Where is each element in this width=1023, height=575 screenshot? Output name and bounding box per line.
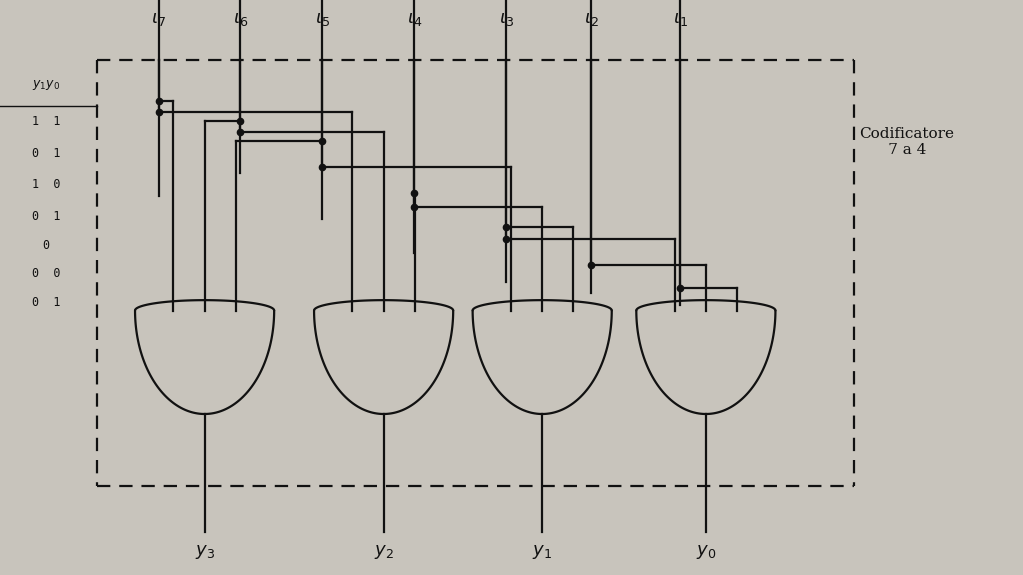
Text: 0  0: 0 0 xyxy=(32,267,60,281)
Text: $y_1 y_0$: $y_1 y_0$ xyxy=(32,78,60,91)
Text: $\iota_6$: $\iota_6$ xyxy=(233,10,248,28)
Text: $\iota_7$: $\iota_7$ xyxy=(151,10,166,28)
Text: $\iota_3$: $\iota_3$ xyxy=(499,10,514,28)
Text: 0: 0 xyxy=(43,239,49,252)
Text: 1  0: 1 0 xyxy=(32,178,60,191)
Text: 1  1: 1 1 xyxy=(32,115,60,128)
Text: $\iota_2$: $\iota_2$ xyxy=(584,10,598,28)
Text: 0  1: 0 1 xyxy=(32,296,60,309)
Text: $\iota_5$: $\iota_5$ xyxy=(315,10,329,28)
Text: $\iota_4$: $\iota_4$ xyxy=(406,10,422,28)
Text: 0  1: 0 1 xyxy=(32,210,60,223)
Text: Codificatore
      7 a 4: Codificatore 7 a 4 xyxy=(859,126,954,157)
Text: $y_0$: $y_0$ xyxy=(696,543,716,561)
Text: 0  1: 0 1 xyxy=(32,147,60,160)
Text: $y_1$: $y_1$ xyxy=(532,543,552,561)
Text: $y_3$: $y_3$ xyxy=(194,543,215,561)
Text: $\iota_1$: $\iota_1$ xyxy=(673,10,687,28)
Text: $y_2$: $y_2$ xyxy=(373,543,394,561)
